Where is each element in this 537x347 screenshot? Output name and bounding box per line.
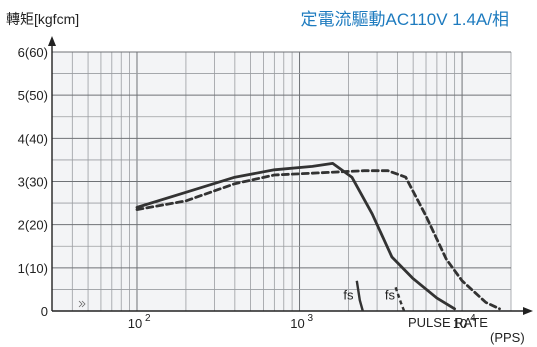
x-tick-exponent: 4 <box>470 313 476 324</box>
dashed-torque-curve <box>135 169 501 311</box>
grid <box>51 51 512 312</box>
y-tick-label: 1(10) <box>18 261 48 276</box>
y-tick-label: 6(60) <box>18 45 48 60</box>
y-tick-label: 2(20) <box>18 218 48 233</box>
x-axis-arrow <box>523 307 533 315</box>
fs-annotation: fs <box>343 288 354 303</box>
x-tick-exponent: 3 <box>308 313 314 324</box>
axis-break-mark <box>78 300 86 308</box>
x-axis-title: PULSE RATE <box>408 315 488 330</box>
tick-labels: 01(10)2(20)3(30)4(40)5(50)6(60)10 2 10 3 10 4… <box>18 45 476 331</box>
chart-title: 定電流驅動AC110V 1.4A/相 <box>301 10 509 29</box>
fs-annotation: fs <box>385 288 396 303</box>
x-tick-exponent: 2 <box>145 313 151 324</box>
fs-mark <box>394 286 406 312</box>
y-axis-arrow <box>48 36 56 46</box>
y-tick-label: 3(30) <box>18 175 48 190</box>
y-tick-label: 5(50) <box>18 88 48 103</box>
y-tick-label: 0 <box>41 304 48 319</box>
y-axis-title: 轉矩[kgfcm] <box>6 11 79 27</box>
x-axis-unit: (PPS) <box>490 330 525 345</box>
y-tick-label: 4(40) <box>18 131 48 146</box>
series-group <box>135 162 501 312</box>
x-tick-label: 10 <box>290 316 304 331</box>
solid-torque-curve <box>135 162 456 311</box>
fs-mark <box>355 280 364 312</box>
x-tick-label: 10 <box>453 316 467 331</box>
axes <box>48 36 533 315</box>
x-tick-label: 10 <box>128 316 142 331</box>
